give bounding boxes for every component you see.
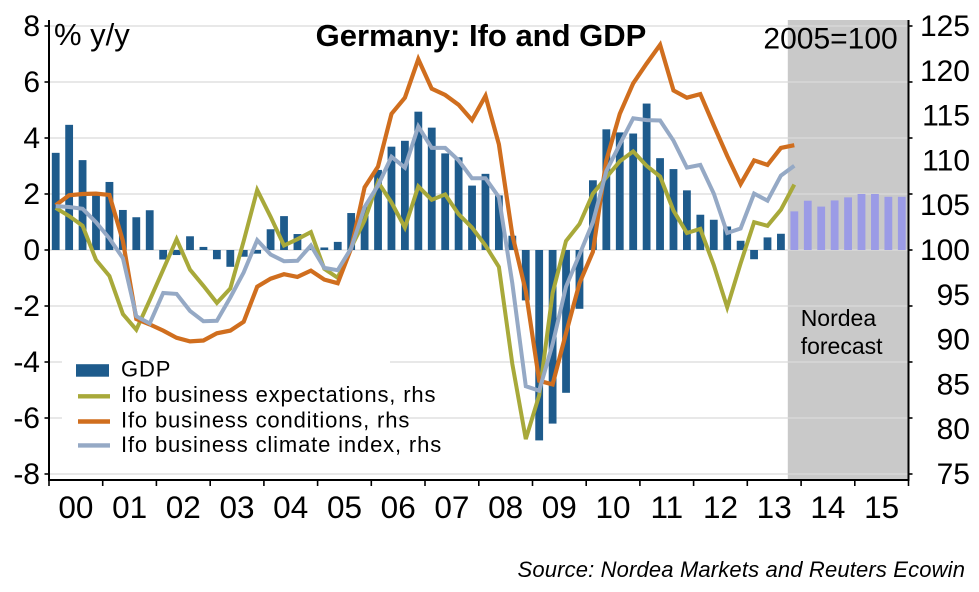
svg-text:75: 75 bbox=[937, 458, 970, 491]
svg-text:-4: -4 bbox=[13, 346, 40, 379]
svg-text:2: 2 bbox=[23, 178, 40, 211]
svg-text:00: 00 bbox=[58, 489, 93, 525]
svg-text:Ifo business expectations, rhs: Ifo business expectations, rhs bbox=[121, 382, 436, 407]
svg-text:110: 110 bbox=[922, 144, 970, 177]
svg-text:13: 13 bbox=[757, 489, 792, 525]
svg-text:Ifo business conditions, rhs: Ifo business conditions, rhs bbox=[121, 408, 410, 433]
svg-text:105: 105 bbox=[920, 189, 970, 222]
svg-text:125: 125 bbox=[920, 10, 970, 43]
svg-text:08: 08 bbox=[488, 489, 523, 525]
svg-text:6: 6 bbox=[23, 66, 40, 99]
svg-text:01: 01 bbox=[112, 489, 147, 525]
svg-text:12: 12 bbox=[703, 489, 738, 525]
svg-text:0: 0 bbox=[23, 234, 40, 267]
svg-text:05: 05 bbox=[327, 489, 362, 525]
svg-text:GDP: GDP bbox=[121, 356, 171, 381]
svg-text:07: 07 bbox=[434, 489, 469, 525]
svg-text:2005=100: 2005=100 bbox=[763, 23, 897, 56]
svg-text:-8: -8 bbox=[13, 458, 40, 491]
svg-text:03: 03 bbox=[219, 489, 254, 525]
svg-text:forecast: forecast bbox=[801, 333, 883, 359]
svg-text:-6: -6 bbox=[13, 402, 40, 435]
svg-text:-2: -2 bbox=[13, 290, 40, 323]
svg-text:Ifo business climate index, rh: Ifo business climate index, rhs bbox=[121, 432, 442, 457]
svg-text:4: 4 bbox=[23, 122, 40, 155]
svg-text:06: 06 bbox=[381, 489, 416, 525]
svg-text:95: 95 bbox=[937, 279, 970, 312]
svg-text:Nordea: Nordea bbox=[801, 305, 877, 331]
svg-text:Source: Nordea Markets and Reu: Source: Nordea Markets and Reuters Ecowi… bbox=[518, 557, 966, 582]
svg-text:11: 11 bbox=[650, 489, 683, 525]
svg-text:09: 09 bbox=[542, 489, 577, 525]
svg-text:80: 80 bbox=[937, 413, 970, 446]
svg-text:120: 120 bbox=[920, 55, 970, 88]
svg-text:10: 10 bbox=[595, 489, 630, 525]
svg-text:8: 8 bbox=[23, 10, 40, 43]
svg-text:14: 14 bbox=[810, 489, 845, 525]
svg-text:% y/y: % y/y bbox=[54, 17, 130, 52]
svg-text:15: 15 bbox=[864, 489, 899, 525]
svg-text:02: 02 bbox=[166, 489, 201, 525]
svg-text:115: 115 bbox=[922, 100, 970, 133]
svg-text:100: 100 bbox=[920, 234, 970, 267]
svg-text:Germany: Ifo and GDP: Germany: Ifo and GDP bbox=[316, 18, 647, 53]
svg-text:04: 04 bbox=[273, 489, 308, 525]
svg-text:85: 85 bbox=[937, 368, 970, 401]
svg-text:90: 90 bbox=[937, 324, 970, 357]
